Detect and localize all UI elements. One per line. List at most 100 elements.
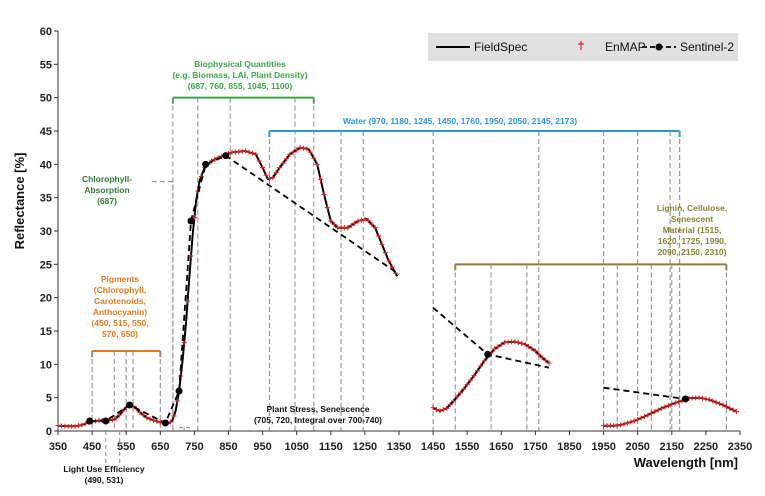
enmap-marker <box>635 417 641 422</box>
enmap-marker <box>372 225 378 231</box>
enmap-marker <box>710 398 716 404</box>
legend-box <box>428 33 738 61</box>
legend: FieldSpec EnMAP Sentinel-2 <box>428 33 738 61</box>
enmap-marker <box>481 358 487 364</box>
pig-label: Pigments <box>101 274 140 284</box>
enmap-marker <box>474 368 480 374</box>
legend-fieldspec-label: FieldSpec <box>474 40 527 54</box>
sentinel2-line <box>603 386 686 400</box>
y-tick-label: 50 <box>40 93 52 105</box>
enmap-marker <box>491 346 497 352</box>
legend-s2-dot <box>655 43 663 51</box>
enmap-marker <box>515 340 521 346</box>
enmap-marker <box>676 399 682 405</box>
enmap-marker <box>539 355 545 361</box>
lignin-label: Material (1515, <box>663 225 722 235</box>
enmap-marker <box>150 417 156 423</box>
x-tick-label: 850 <box>219 441 237 453</box>
sentinel2-point <box>484 350 492 358</box>
sentinel2-point <box>86 417 94 425</box>
enmap-marker <box>171 413 177 419</box>
enmap-marker <box>727 405 733 411</box>
enmap-marker <box>648 410 654 416</box>
legend-enmap-swatch <box>578 41 584 50</box>
enmap-marker <box>437 408 443 414</box>
pig-label: 570, 650) <box>102 329 138 339</box>
enmap-marker <box>672 400 678 406</box>
enmap-marker <box>631 418 637 424</box>
enmap-marker <box>253 151 259 157</box>
enmap-marker <box>318 176 324 182</box>
pig-label: (450, 515, 550, <box>91 318 148 328</box>
sentinel2-point <box>222 152 230 160</box>
enmap-marker <box>706 397 712 403</box>
enmap-marker <box>273 170 279 176</box>
enmap-marker <box>280 160 286 166</box>
chl-label: (687) <box>97 196 117 206</box>
lignin-label: 2090, 2150, 2310) <box>657 247 726 257</box>
water-label: Water (970, 1180, 1245, 1450, 1760, 1950… <box>343 116 577 126</box>
x-axis-title: Wavelength [nm] <box>634 455 738 470</box>
chl-guide <box>151 181 174 431</box>
x-tick-label: 650 <box>151 441 169 453</box>
enmap-marker <box>696 395 702 401</box>
enmap-marker <box>321 191 327 197</box>
enmap-marker <box>669 401 675 407</box>
annotation-lines <box>91 96 728 465</box>
enmap-marker <box>440 407 446 413</box>
pig-label: (Chlorophyll, <box>94 285 146 295</box>
x-tick-label: 2150 <box>660 441 684 453</box>
enmap-marker <box>79 422 85 428</box>
enmap-marker <box>379 241 385 247</box>
enmap-marker <box>116 412 122 418</box>
enmap-marker <box>655 407 661 413</box>
enmap-marker <box>628 419 634 425</box>
x-tick-label: 950 <box>253 441 271 453</box>
enmap-marker <box>82 421 88 427</box>
enmap-marker <box>352 220 358 226</box>
enmap-marker <box>168 419 174 425</box>
bio-label: (e.g. Biomass, LAI, Plant Density) <box>172 70 307 80</box>
enmap-marker <box>140 412 146 418</box>
enmap-marker <box>451 398 457 404</box>
bio-label: Biophysical Quantities <box>194 59 286 69</box>
x-tick-label: 550 <box>117 441 135 453</box>
enmap-marker <box>723 404 729 410</box>
enmap-marker <box>495 344 501 350</box>
enmap-marker <box>713 399 719 405</box>
enmap-marker <box>444 405 450 411</box>
enmap-marker <box>543 357 549 363</box>
enmap-marker <box>662 404 668 410</box>
enmap-marker <box>382 250 388 256</box>
lignin-label: Senescent <box>671 214 714 224</box>
x-tick-label: 450 <box>83 441 101 453</box>
enmap-marker <box>144 415 150 421</box>
x-tick-label: 1750 <box>523 441 547 453</box>
annotation-text: Biophysical Quantities(e.g. Biomass, LAI… <box>63 59 727 485</box>
enmap-marker <box>72 423 78 429</box>
enmap-marker <box>249 150 255 156</box>
x-tick-label: 2350 <box>728 441 752 453</box>
enmap-marker <box>304 146 310 152</box>
legend-enmap-label: EnMAP <box>605 40 646 54</box>
sentinel2-point <box>202 160 210 168</box>
enmap-marker <box>297 145 303 151</box>
y-tick-label: 15 <box>40 326 52 338</box>
enmap-marker <box>290 149 296 155</box>
x-tick-label: 1850 <box>557 441 581 453</box>
enmap-marker <box>243 148 249 154</box>
sentinel2-line <box>89 154 400 425</box>
enmap-marker <box>536 351 542 357</box>
x-tick-label: 1450 <box>421 441 445 453</box>
enmap-marker <box>345 225 351 231</box>
enmap-marker <box>110 417 116 423</box>
enmap-marker <box>532 348 538 354</box>
y-tick-label: 45 <box>40 126 52 138</box>
enmap-marker <box>266 176 272 182</box>
enmap-marker <box>277 165 283 171</box>
enmap-marker <box>181 340 187 346</box>
enmap-marker <box>478 363 484 369</box>
enmap-marker <box>283 156 289 162</box>
sentinel2-point <box>175 387 183 395</box>
enmap-marker <box>294 147 300 153</box>
